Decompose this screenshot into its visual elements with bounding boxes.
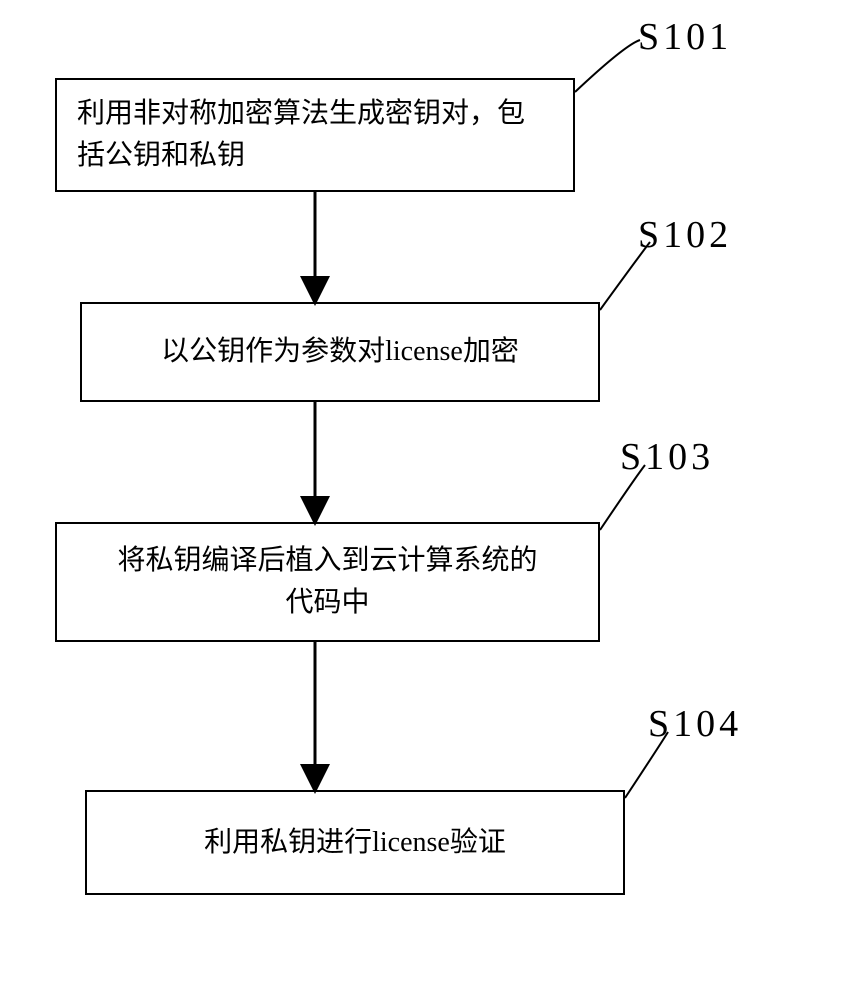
node-s103: 将私钥编译后植入到云计算系统的代码中: [55, 522, 600, 642]
node-s102-text: 以公钥作为参数对license加密: [161, 331, 519, 373]
label-s103: S103: [620, 435, 714, 479]
label-s101: S101: [638, 15, 732, 59]
label-s102: S102: [638, 213, 732, 257]
flowchart-canvas: 利用非对称加密算法生成密钥对，包括公钥和私钥 S101 以公钥作为参数对lice…: [0, 0, 845, 1000]
callout-s101: [575, 40, 640, 92]
node-s104: 利用私钥进行license验证: [85, 790, 625, 895]
node-s104-text: 利用私钥进行license验证: [204, 822, 506, 864]
label-s104: S104: [648, 702, 742, 746]
node-s101: 利用非对称加密算法生成密钥对，包括公钥和私钥: [55, 78, 575, 192]
node-s102: 以公钥作为参数对license加密: [80, 302, 600, 402]
node-s103-text: 将私钥编译后植入到云计算系统的代码中: [117, 540, 537, 624]
node-s101-text: 利用非对称加密算法生成密钥对，包括公钥和私钥: [77, 93, 525, 177]
